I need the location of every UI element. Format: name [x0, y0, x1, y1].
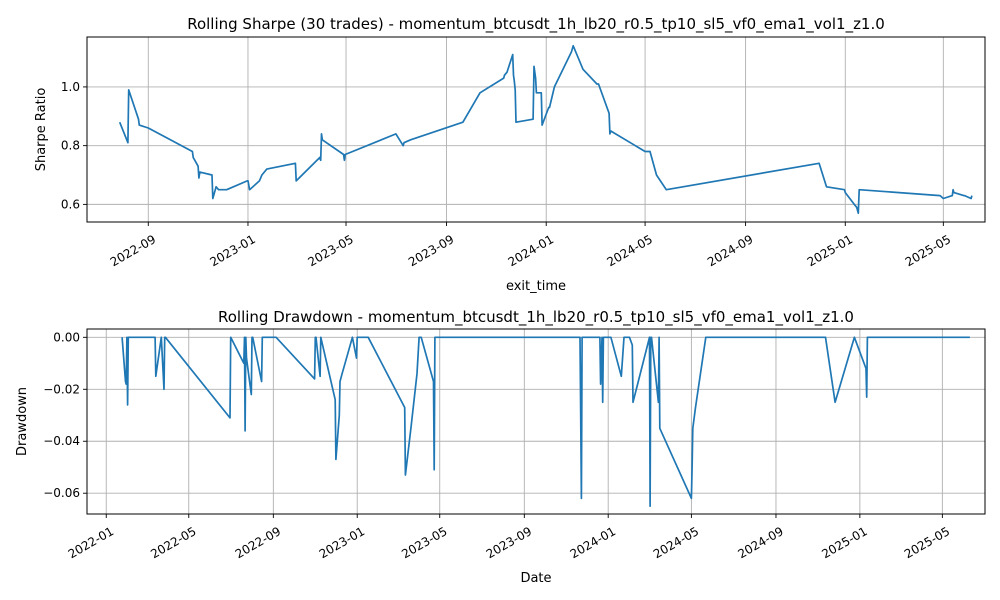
drawdown-xtick-label: 2024-01: [568, 524, 618, 561]
drawdown-series-line: [121, 336, 970, 508]
drawdown-ytick-label: −0.06: [43, 486, 80, 500]
drawdown-xtick-label: 2023-01: [317, 524, 367, 561]
drawdown-xtick-label: 2025-01: [819, 524, 869, 561]
sharpe-xtick-label: 2022-09: [108, 232, 158, 269]
sharpe-xtick-label: 2023-01: [207, 232, 257, 269]
sharpe-xlabel: exit_time: [506, 279, 566, 294]
sharpe-ytick-label: 0.6: [61, 197, 80, 211]
sharpe-ticks: 2022-09 2023-01 2023-05 2023-09 2024-01 2024-…: [61, 80, 953, 269]
drawdown-xtick-label: 2022-01: [66, 524, 116, 561]
drawdown-axes-frame: [86, 328, 986, 515]
sharpe-axes-frame: [86, 36, 986, 223]
sharpe-ylabel: Sharpe Ratio: [34, 88, 49, 172]
drawdown-title: Rolling Drawdown - momentum_btcusdt_1h_l…: [218, 308, 854, 327]
drawdown-ytick-label: −0.02: [43, 382, 80, 396]
sharpe-xtick-label: 2025-05: [903, 232, 953, 269]
drawdown-xtick-label: 2024-09: [735, 524, 785, 561]
drawdown-ytick-label: −0.04: [43, 434, 80, 448]
sharpe-ytick-label: 0.8: [61, 139, 80, 153]
sharpe-series-line: [118, 44, 973, 215]
drawdown-grid: [87, 329, 985, 514]
drawdown-xtick-label: 2022-09: [233, 524, 283, 561]
sharpe-xtick-label: 2024-05: [605, 232, 655, 269]
sharpe-subplot: 2022-09 2023-01 2023-05 2023-09 2024-01 2024-…: [34, 15, 986, 294]
sharpe-title: Rolling Sharpe (30 trades) - momentum_bt…: [187, 15, 885, 34]
drawdown-subplot: 2022-01 2022-05 2022-09 2023-01 2023-05 2023-…: [15, 308, 986, 586]
drawdown-xtick-label: 2023-05: [399, 524, 449, 561]
drawdown-ticks: 2022-01 2022-05 2022-09 2023-01 2023-05 2023-…: [43, 330, 952, 561]
sharpe-ytick-label: 1.0: [61, 80, 80, 94]
sharpe-xtick-label: 2024-09: [705, 232, 755, 269]
drawdown-xtick-label: 2025-05: [902, 524, 952, 561]
sharpe-grid: [87, 37, 985, 222]
sharpe-xtick-label: 2023-09: [406, 232, 456, 269]
sharpe-xtick-label: 2023-05: [305, 232, 355, 269]
drawdown-xlabel: Date: [520, 571, 551, 586]
drawdown-xtick-label: 2022-05: [148, 524, 198, 561]
drawdown-ylabel: Drawdown: [15, 387, 30, 456]
sharpe-xtick-label: 2024-01: [506, 232, 556, 269]
drawdown-ytick-label: 0.00: [53, 330, 80, 344]
drawdown-xtick-label: 2024-05: [651, 524, 701, 561]
sharpe-xtick-label: 2025-01: [805, 232, 855, 269]
drawdown-xtick-label: 2023-09: [484, 524, 534, 561]
